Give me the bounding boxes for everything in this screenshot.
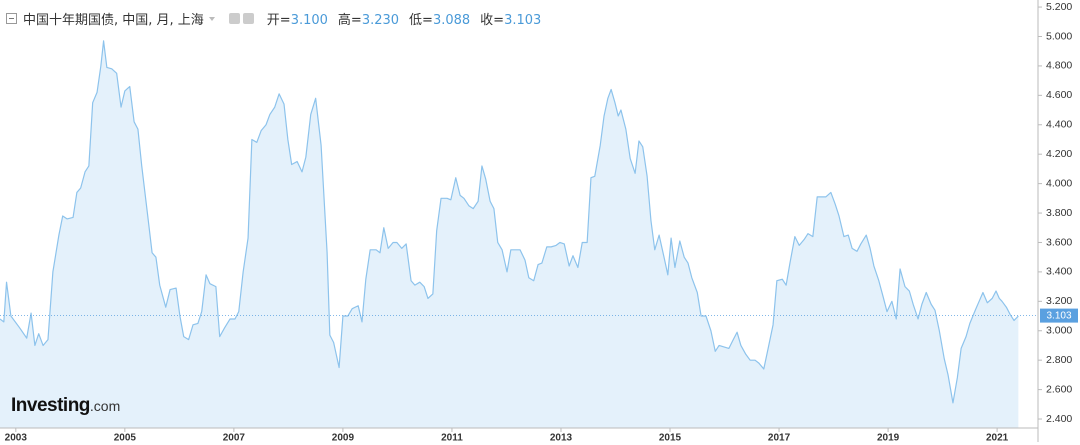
y-tick-label: 3.200 [1046, 295, 1072, 307]
chart-header: 中国十年期国债, 中国, 月, 上海 开=3.100 高=3.230 低=3.088… [6, 9, 541, 28]
ohlc-key: 收= [480, 13, 505, 28]
ohlc-key: 低= [409, 13, 433, 28]
ohlc-value: 3.088 [432, 13, 471, 28]
last-value-label: 3.103 [1046, 311, 1071, 322]
collapse-icon[interactable] [6, 13, 17, 24]
y-tick-label: 5.000 [1046, 30, 1072, 42]
ohlc-key: 开= [266, 13, 291, 28]
logo-suffix: .com [89, 398, 121, 414]
x-tick-label: 2017 [768, 433, 791, 444]
x-tick-label: 2005 [114, 433, 137, 444]
x-tick-label: 2011 [441, 433, 463, 444]
y-tick-label: 2.400 [1046, 413, 1072, 425]
y-tick-label: 3.600 [1046, 236, 1072, 248]
chart-title: 中国十年期国债, 中国, 月, 上海 [23, 13, 204, 28]
dropdown-arrow[interactable] [208, 16, 215, 21]
x-tick-label: 2013 [550, 433, 573, 444]
ohlc-value: 3.103 [504, 13, 542, 28]
x-tick-label: 2019 [877, 433, 900, 444]
y-tick-label: 2.800 [1046, 354, 1072, 366]
area [0, 40, 1019, 429]
y-tick-label: 3.400 [1046, 266, 1072, 278]
logo-text: Investing [11, 395, 90, 416]
logo: Investing.com [11, 395, 120, 417]
x-tick-label: 2003 [5, 433, 28, 444]
x-tick-label: 2009 [332, 433, 355, 444]
y-tick-label: 4.600 [1046, 89, 1072, 101]
ohlc-value: 3.230 [361, 13, 400, 28]
line [0, 40, 1019, 404]
y-tick-label: 2.600 [1046, 383, 1072, 395]
settings-icon[interactable] [242, 13, 254, 24]
ohlc-values: 开=3.100 高=3.230 低=3.088 收=3.103 [257, 9, 542, 28]
y-tick-label: 4.800 [1046, 60, 1072, 72]
y-tick-label: 4.200 [1046, 148, 1072, 160]
ohlc-key: 高= [337, 13, 362, 28]
x-tick-label: 2007 [223, 433, 246, 444]
y-tick-label: 4.400 [1046, 119, 1072, 131]
y-tick-label: 4.000 [1046, 177, 1072, 189]
y-tick-label: 3.800 [1046, 207, 1072, 219]
x-tick-label: 2021 [986, 433, 1009, 444]
y-tick-label: 3.000 [1046, 325, 1072, 337]
y-tick-label: 5.200 [1046, 1, 1072, 13]
last-value-box [1040, 308, 1078, 323]
settings-icon[interactable] [228, 13, 240, 24]
x-tick-label: 2015 [659, 433, 682, 444]
ohlc-value: 3.100 [290, 13, 328, 28]
